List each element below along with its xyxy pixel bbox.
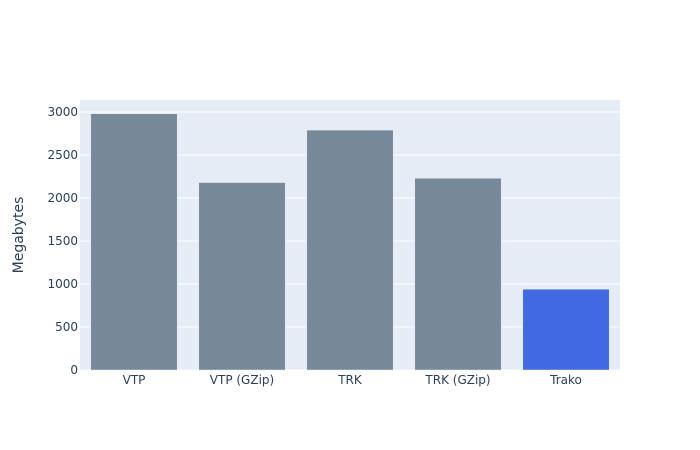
x-tick-label: VTP (GZip) (210, 373, 274, 387)
y-tick-label: 1500 (47, 234, 78, 248)
bar-trk[interactable] (306, 129, 394, 371)
y-tick-label: 3000 (47, 105, 78, 119)
bar-vtp-gzip[interactable] (198, 182, 286, 371)
x-axis-ticks: VTP VTP (GZip) TRK TRK (GZip) Trako (123, 373, 582, 387)
y-tick-label: 2000 (47, 191, 78, 205)
x-tick-label: Trako (549, 373, 582, 387)
bar-trako[interactable] (522, 288, 610, 371)
y-axis-ticks: 0 500 1000 1500 2000 2500 3000 (47, 105, 78, 377)
bars (90, 113, 610, 371)
bar-vtp[interactable] (90, 113, 178, 371)
x-tick-label: TRK (GZip) (424, 373, 490, 387)
x-tick-label: TRK (337, 373, 363, 387)
y-tick-label: 2500 (47, 148, 78, 162)
y-tick-label: 1000 (47, 277, 78, 291)
y-axis-title: Megabytes (11, 197, 27, 274)
x-tick-label: VTP (123, 373, 146, 387)
y-tick-label: 500 (55, 320, 78, 334)
bar-trk-gzip[interactable] (414, 177, 502, 371)
y-tick-label: 0 (70, 363, 78, 377)
